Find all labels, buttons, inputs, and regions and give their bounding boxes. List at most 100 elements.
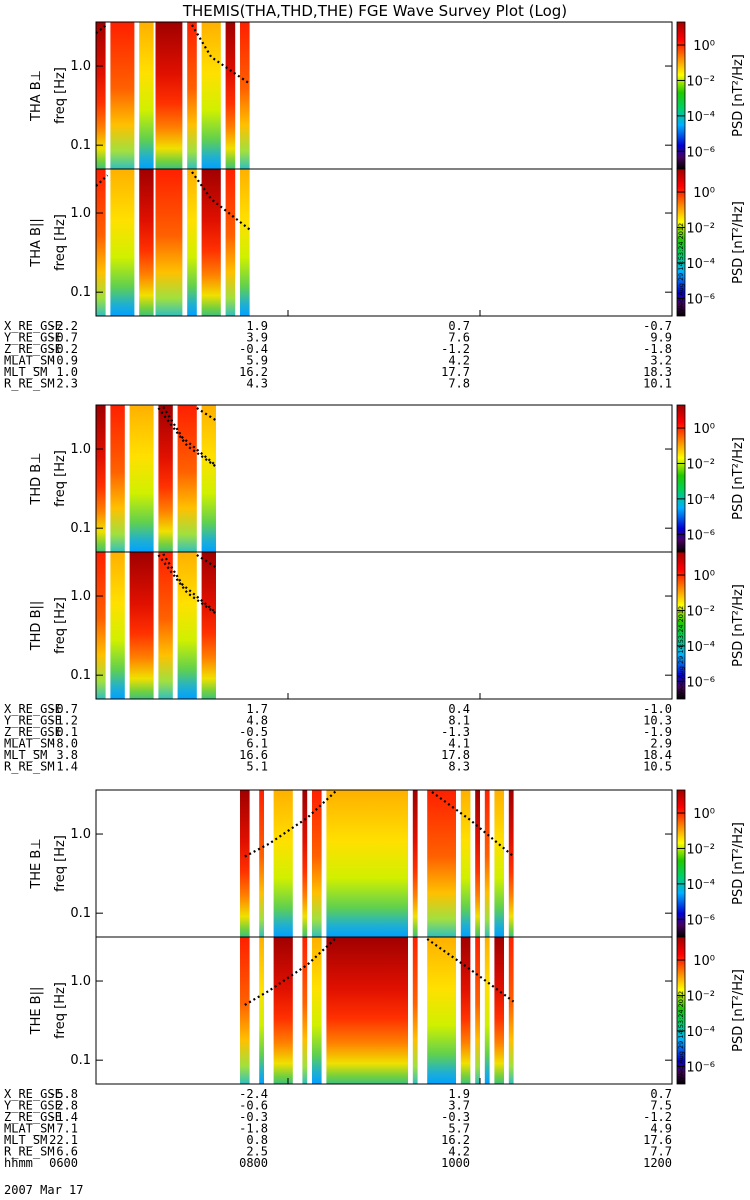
colorbar-tick-label: 10⁰ bbox=[693, 39, 715, 54]
spectrogram-column bbox=[201, 552, 216, 699]
component-label: THD B|| bbox=[29, 601, 44, 652]
ephemeris-value: 22.1 bbox=[49, 1133, 78, 1147]
colorbar-tick-label: 10⁻⁶ bbox=[686, 675, 715, 690]
ephemeris-row-name: hhmm bbox=[4, 1156, 33, 1170]
colorbar-tick-label: 10⁻⁴ bbox=[686, 640, 715, 655]
gyro-frequency-trace bbox=[196, 554, 217, 569]
spectrogram-column bbox=[240, 169, 250, 316]
colorbar-tick-label: 10⁰ bbox=[693, 569, 715, 584]
ephemeris-value: 0.7 bbox=[650, 1087, 672, 1101]
spectrogram-column bbox=[427, 937, 456, 1084]
colorbar bbox=[676, 936, 686, 1085]
ephemeris-value: -0.7 bbox=[49, 331, 78, 345]
spectrogram-column bbox=[494, 937, 504, 1084]
y-tick-label: 0.1 bbox=[70, 521, 91, 536]
colorbar-label: PSD [nT²/Hz] bbox=[731, 822, 746, 905]
ephemeris-value: -1.0 bbox=[643, 702, 672, 716]
spectrogram-column bbox=[225, 169, 236, 316]
ephemeris-value: -0.5 bbox=[239, 725, 268, 739]
ephemeris-value: 7.8 bbox=[448, 377, 470, 391]
ephemeris-value: -2.2 bbox=[49, 319, 78, 333]
colorbar-tick-label: 10⁰ bbox=[693, 422, 715, 437]
gyro-frequency-trace bbox=[157, 407, 217, 468]
ephemeris-value: 3.2 bbox=[650, 354, 672, 368]
colorbar-tick-label: 10⁻⁶ bbox=[686, 145, 715, 160]
ephemeris-value: 4.9 bbox=[650, 1122, 672, 1136]
ephemeris-value: 1.7 bbox=[246, 702, 268, 716]
ephemeris-value: 18.3 bbox=[643, 365, 672, 379]
ephemeris-row-name: Y_RE_GSE bbox=[4, 1099, 62, 1113]
spectrogram-column bbox=[273, 937, 293, 1084]
spectrogram-the-bpar: 1.0 0.1 THE B|| freq [Hz] 10⁰ 10⁻² 10⁻⁴ 10⁻⁶ PSD… bbox=[29, 936, 746, 1085]
y-tick-label: 1.0 bbox=[70, 827, 91, 842]
colorbar-tick-label: 10⁻⁶ bbox=[686, 528, 715, 543]
y-tick-label: 1.0 bbox=[70, 59, 91, 74]
ephemeris-value: 1000 bbox=[441, 1156, 470, 1170]
ephemeris-value: -1.4 bbox=[49, 1110, 78, 1124]
y-axis-label: freq [Hz] bbox=[53, 214, 68, 271]
gyro-frequency-trace bbox=[431, 791, 515, 858]
spectrogram-column bbox=[110, 169, 135, 316]
ephemeris-value: -1.9 bbox=[643, 725, 672, 739]
spectrogram-column bbox=[96, 552, 106, 699]
ephemeris-value: 8.1 bbox=[448, 714, 470, 728]
gyro-frequency-trace bbox=[191, 171, 251, 231]
spectrogram-column bbox=[155, 169, 183, 316]
ephemeris-value: 6.6 bbox=[56, 1145, 78, 1159]
colorbar-tick-label: 10⁻⁴ bbox=[686, 257, 715, 272]
ephemeris-row-name: MLAT_SM bbox=[4, 737, 55, 751]
spectrogram-column bbox=[312, 790, 322, 937]
ephemeris-value: 16.2 bbox=[239, 365, 268, 379]
ephemeris-value: 3.7 bbox=[448, 1099, 470, 1113]
spectrogram-column bbox=[155, 22, 183, 169]
colorbar-tick-label: 10⁰ bbox=[693, 807, 715, 822]
ephemeris-value: 4.8 bbox=[246, 714, 268, 728]
ephemeris-value: -8.0 bbox=[49, 737, 78, 751]
spectrogram-column bbox=[240, 790, 250, 937]
colorbar-tick-label: 10⁻² bbox=[686, 604, 715, 619]
ephemeris-value: -1.2 bbox=[643, 1110, 672, 1124]
ephemeris-value: 4.3 bbox=[246, 377, 268, 391]
colorbar-label: PSD [nT²/Hz] bbox=[731, 584, 746, 667]
ephemeris-row-name: X_RE_GSE bbox=[4, 1087, 62, 1101]
ephemeris-value: 1200 bbox=[643, 1156, 672, 1170]
spectrogram-tha-bpar: 1.0 0.1 THA B|| freq [Hz] 10⁰ 10⁻² 10⁻⁴ 10⁻⁶ PSD… bbox=[29, 168, 746, 317]
colorbar-tick-label: 10⁰ bbox=[693, 186, 715, 201]
ephemeris-row-name: Y_RE_GSE bbox=[4, 714, 62, 728]
ephemeris-row-name: Y_RE_GSE bbox=[4, 331, 62, 345]
creation-stamp: Wed Aug 29 14:53:24 2012 bbox=[677, 606, 685, 695]
ephemeris-value: 5.9 bbox=[246, 354, 268, 368]
spectrogram-column bbox=[484, 937, 490, 1084]
spectrogram-column bbox=[201, 169, 221, 316]
ephemeris-row-name: Z_RE_GSE bbox=[4, 1110, 62, 1124]
ephemeris-value: 1.9 bbox=[246, 319, 268, 333]
gyro-frequency-trace bbox=[162, 553, 217, 614]
colorbar bbox=[676, 168, 686, 317]
spectrogram-column bbox=[460, 937, 471, 1084]
gyro-frequency-trace bbox=[244, 790, 337, 858]
spectrogram-column bbox=[273, 790, 293, 937]
panel-frame bbox=[95, 168, 673, 317]
ephemeris-row-name: X_RE_GSE bbox=[4, 702, 62, 716]
colorbar-label: PSD [nT²/Hz] bbox=[731, 54, 746, 137]
ephemeris-value: 10.3 bbox=[643, 714, 672, 728]
colorbar-tick-label: 10⁻⁴ bbox=[686, 110, 715, 125]
spectrogram-column bbox=[177, 405, 197, 552]
ephemeris-value: -1.3 bbox=[441, 725, 470, 739]
ephemeris-value: -5.8 bbox=[49, 1087, 78, 1101]
ephemeris-value: 7.7 bbox=[650, 1145, 672, 1159]
ephemeris-value: 6.1 bbox=[246, 737, 268, 751]
y-axis-label: freq [Hz] bbox=[53, 67, 68, 124]
ephemeris-value: -1.2 bbox=[441, 342, 470, 356]
component-label: THE B⊥ bbox=[29, 838, 44, 889]
spectrogram-column bbox=[201, 405, 216, 552]
colorbar-tick-label: 10⁰ bbox=[693, 954, 715, 969]
ephemeris-row-name: R_RE_SM bbox=[4, 377, 55, 391]
ephemeris-value: 8.3 bbox=[448, 760, 470, 774]
spectrogram-column bbox=[158, 405, 173, 552]
spectrogram-column bbox=[494, 790, 504, 937]
creation-stamp: Wed Aug 29 14:53:24 2012 bbox=[677, 223, 685, 312]
ephemeris-value: 7.1 bbox=[56, 1122, 78, 1136]
ephemeris-value: -1.2 bbox=[49, 714, 78, 728]
spectrogram-column bbox=[240, 22, 250, 169]
